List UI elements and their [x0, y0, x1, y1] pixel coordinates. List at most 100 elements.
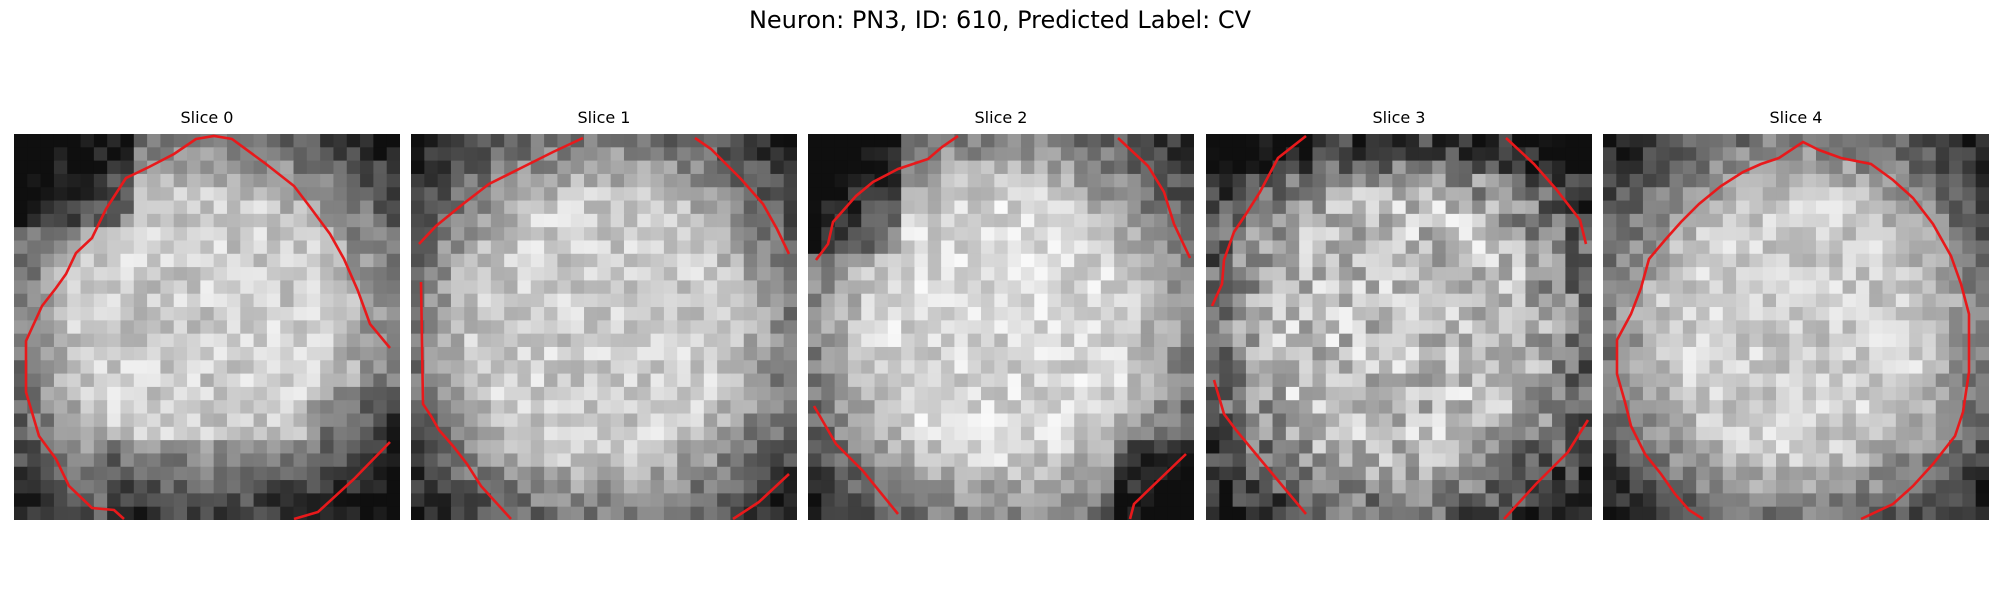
pixel	[173, 173, 188, 188]
pixel	[597, 346, 612, 361]
pixel	[1815, 413, 1830, 428]
pixel	[1882, 200, 1897, 215]
pixel	[1552, 160, 1566, 175]
pixel	[437, 160, 452, 175]
pixel	[80, 253, 95, 268]
pixel	[1020, 227, 1035, 242]
pixel	[1656, 333, 1671, 348]
pixel	[1365, 253, 1380, 268]
pixel	[1074, 200, 1089, 215]
pixel	[1232, 293, 1247, 308]
pixel	[1100, 360, 1115, 375]
pixel	[1180, 386, 1194, 401]
pixel	[637, 346, 652, 361]
pixel	[1485, 293, 1500, 308]
pixel	[1736, 440, 1751, 455]
pixel	[1272, 320, 1287, 335]
pixel	[847, 253, 862, 268]
pixel	[1232, 147, 1247, 162]
pixel	[517, 440, 532, 455]
pixel	[1272, 400, 1287, 415]
pixel	[610, 466, 625, 481]
pixel	[27, 213, 42, 228]
pixel	[1127, 426, 1142, 441]
pixel	[1352, 134, 1367, 148]
pixel	[67, 134, 82, 148]
pixel	[173, 280, 188, 295]
pixel	[1325, 440, 1340, 455]
pixel	[1552, 147, 1566, 162]
pixel	[120, 493, 135, 508]
pixel	[1603, 360, 1617, 375]
pixel	[1325, 346, 1340, 361]
pixel	[1855, 426, 1870, 441]
pixel	[757, 466, 771, 481]
pixel	[306, 426, 321, 441]
pixel	[1603, 506, 1617, 520]
pixel	[1020, 187, 1035, 202]
pixel	[240, 346, 255, 361]
pixel	[93, 426, 108, 441]
pixel	[1432, 293, 1447, 308]
pixel	[821, 373, 836, 388]
pixel	[450, 307, 465, 321]
pixel	[557, 346, 572, 361]
pixel	[1245, 173, 1260, 188]
pixel	[994, 227, 1009, 242]
pixel	[1616, 360, 1631, 375]
pixel	[1935, 200, 1950, 215]
pixel	[1458, 240, 1473, 255]
pixel	[67, 360, 82, 375]
pixel	[1722, 373, 1737, 388]
pixel	[1339, 373, 1354, 388]
pixel	[1472, 480, 1487, 494]
pixel	[597, 386, 612, 401]
pixel	[333, 360, 348, 375]
pixel	[333, 173, 348, 188]
pixel	[544, 466, 559, 481]
pixel	[450, 320, 465, 335]
pixel	[1762, 426, 1777, 441]
pixel	[570, 386, 585, 401]
pixel	[1445, 466, 1460, 481]
pixel	[637, 360, 652, 375]
pixel	[1709, 213, 1724, 228]
pixel	[1074, 134, 1089, 148]
pixel	[1232, 466, 1247, 481]
pixel	[1312, 440, 1327, 455]
pixel	[1285, 346, 1300, 361]
pixel	[954, 373, 969, 388]
pixel	[1432, 426, 1447, 441]
pixel	[808, 320, 822, 335]
pixel	[650, 200, 665, 215]
pixel	[173, 200, 188, 215]
pixel	[226, 506, 241, 520]
pixel	[14, 253, 28, 268]
pixel	[1682, 187, 1697, 202]
pixel	[437, 360, 452, 375]
pixel	[173, 293, 188, 308]
pixel	[27, 280, 42, 295]
pixel	[861, 187, 876, 202]
pixel	[1855, 386, 1870, 401]
pixel	[40, 320, 55, 335]
pixel	[40, 200, 55, 215]
pixel	[253, 493, 268, 508]
pixel	[293, 373, 308, 388]
pixel	[623, 173, 638, 188]
pixel	[1855, 493, 1870, 508]
pixel	[373, 426, 388, 441]
pixel	[1458, 360, 1473, 375]
pixel	[1232, 480, 1247, 494]
pixel	[333, 213, 348, 228]
pixel	[1485, 307, 1500, 321]
pixel	[1962, 253, 1977, 268]
pixel	[504, 440, 519, 455]
pixel	[1034, 173, 1049, 188]
pixel	[1365, 493, 1380, 508]
pixel	[14, 360, 28, 375]
pixel	[1975, 134, 1989, 148]
pixel	[1525, 293, 1540, 308]
pixel	[1180, 147, 1194, 162]
pixel	[240, 413, 255, 428]
